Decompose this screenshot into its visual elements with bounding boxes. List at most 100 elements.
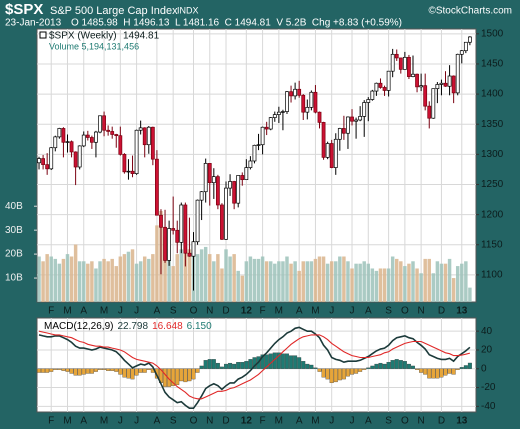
volume-bar bbox=[236, 270, 240, 302]
volume-bar bbox=[98, 261, 102, 302]
candle-body bbox=[65, 141, 70, 143]
histogram-bar bbox=[53, 368, 58, 370]
x-tick-label: M bbox=[63, 306, 71, 317]
volume-bar bbox=[65, 254, 70, 302]
volume-bar bbox=[277, 261, 281, 302]
candle-body bbox=[122, 154, 127, 173]
candle-body bbox=[337, 128, 342, 140]
candle-body bbox=[49, 147, 54, 170]
y-tick-label: 1450 bbox=[481, 59, 504, 70]
volume-bar bbox=[147, 258, 151, 302]
candle-body bbox=[94, 131, 98, 143]
volume-bar bbox=[228, 256, 232, 302]
histogram-bar bbox=[199, 365, 204, 369]
volume-bar bbox=[244, 261, 249, 302]
histogram-bar bbox=[106, 368, 111, 371]
candle-body bbox=[370, 90, 375, 100]
volume-bar bbox=[110, 258, 114, 302]
legend-signal: 16.648 bbox=[152, 321, 183, 332]
candle-body bbox=[305, 106, 310, 113]
y-tick-label: 1300 bbox=[481, 149, 504, 160]
candle-body bbox=[325, 143, 330, 158]
candle-body bbox=[244, 167, 249, 181]
volume-bar bbox=[77, 261, 82, 302]
volume-bar bbox=[464, 261, 468, 302]
volume-legend: Volume 5,194,131,456 bbox=[49, 41, 139, 51]
volume-bar bbox=[163, 237, 167, 302]
histogram-bar bbox=[297, 357, 302, 369]
candle-body bbox=[220, 204, 224, 240]
candle-body bbox=[390, 53, 395, 72]
candle-body bbox=[447, 75, 452, 87]
volume-bar bbox=[86, 263, 90, 302]
x-tick-label: F bbox=[260, 306, 266, 317]
macd-line bbox=[38, 330, 471, 400]
candle-body bbox=[309, 91, 314, 108]
legend-swatch bbox=[39, 31, 47, 39]
x-tick-label: M bbox=[100, 416, 108, 427]
x-tick-label: D bbox=[222, 416, 229, 427]
x-tick-label: M bbox=[275, 306, 283, 317]
volume-bar bbox=[374, 270, 379, 302]
candle-body bbox=[207, 163, 212, 184]
volume-bar bbox=[175, 254, 179, 302]
candle-body bbox=[411, 73, 415, 77]
volume-bar bbox=[134, 263, 139, 302]
histogram-bar bbox=[390, 360, 395, 369]
candle-body bbox=[455, 53, 460, 94]
histogram-bar bbox=[45, 368, 50, 373]
histogram-bar bbox=[333, 368, 338, 383]
histogram-bar bbox=[142, 368, 147, 373]
candle-body bbox=[240, 175, 245, 181]
volume-bar bbox=[321, 256, 326, 302]
histogram-bar bbox=[305, 363, 310, 369]
histogram-bar bbox=[41, 368, 46, 373]
volume-bar bbox=[212, 261, 216, 302]
volume-bar bbox=[224, 249, 228, 302]
histogram-bar bbox=[183, 368, 188, 383]
histogram-bar bbox=[394, 359, 399, 369]
histogram-bar bbox=[260, 354, 265, 369]
candle-body bbox=[264, 126, 269, 130]
x-tick-label: F bbox=[48, 416, 54, 427]
candle-body bbox=[146, 126, 151, 146]
volume-bar bbox=[447, 258, 452, 302]
candle-body bbox=[317, 111, 322, 123]
volume-bar bbox=[240, 275, 245, 302]
histogram-bar bbox=[427, 368, 432, 379]
credit: ©StockCharts.com bbox=[428, 6, 512, 17]
volume-bar bbox=[220, 268, 224, 302]
histogram-bar bbox=[451, 368, 456, 375]
x-tick-label: J bbox=[350, 416, 355, 427]
volume-bar bbox=[293, 261, 297, 302]
volume-bar bbox=[273, 263, 277, 302]
candle-body bbox=[313, 91, 318, 113]
histogram-bar bbox=[289, 355, 294, 369]
legend-histogram: 6.150 bbox=[187, 321, 212, 332]
histogram-bar bbox=[467, 362, 472, 369]
x-tick-label: A bbox=[80, 306, 87, 317]
candle-body bbox=[211, 176, 216, 184]
volume-bar bbox=[443, 263, 448, 302]
volume-bar bbox=[208, 254, 212, 302]
x-tick-label: F bbox=[48, 306, 54, 317]
x-tick-label: D bbox=[438, 306, 445, 317]
x-tick-label: 13 bbox=[456, 306, 468, 317]
candle-body bbox=[423, 85, 428, 107]
x-tick-label: M bbox=[311, 416, 319, 427]
y-tick-label: 1400 bbox=[481, 89, 504, 100]
candle-body bbox=[382, 87, 387, 91]
x-tick-label: S bbox=[170, 416, 177, 427]
candle-body bbox=[468, 36, 472, 43]
histogram-bar bbox=[228, 362, 233, 369]
candle-body bbox=[415, 73, 419, 88]
volume-bar bbox=[370, 268, 375, 302]
histogram-bar bbox=[459, 367, 464, 369]
volume-bar bbox=[57, 263, 62, 302]
candle-body bbox=[272, 114, 277, 118]
volume-bar bbox=[435, 261, 440, 302]
candle-body bbox=[191, 241, 196, 257]
histogram-bar bbox=[138, 368, 143, 373]
exchange: INDX bbox=[177, 5, 199, 15]
volume-bar bbox=[90, 261, 94, 302]
